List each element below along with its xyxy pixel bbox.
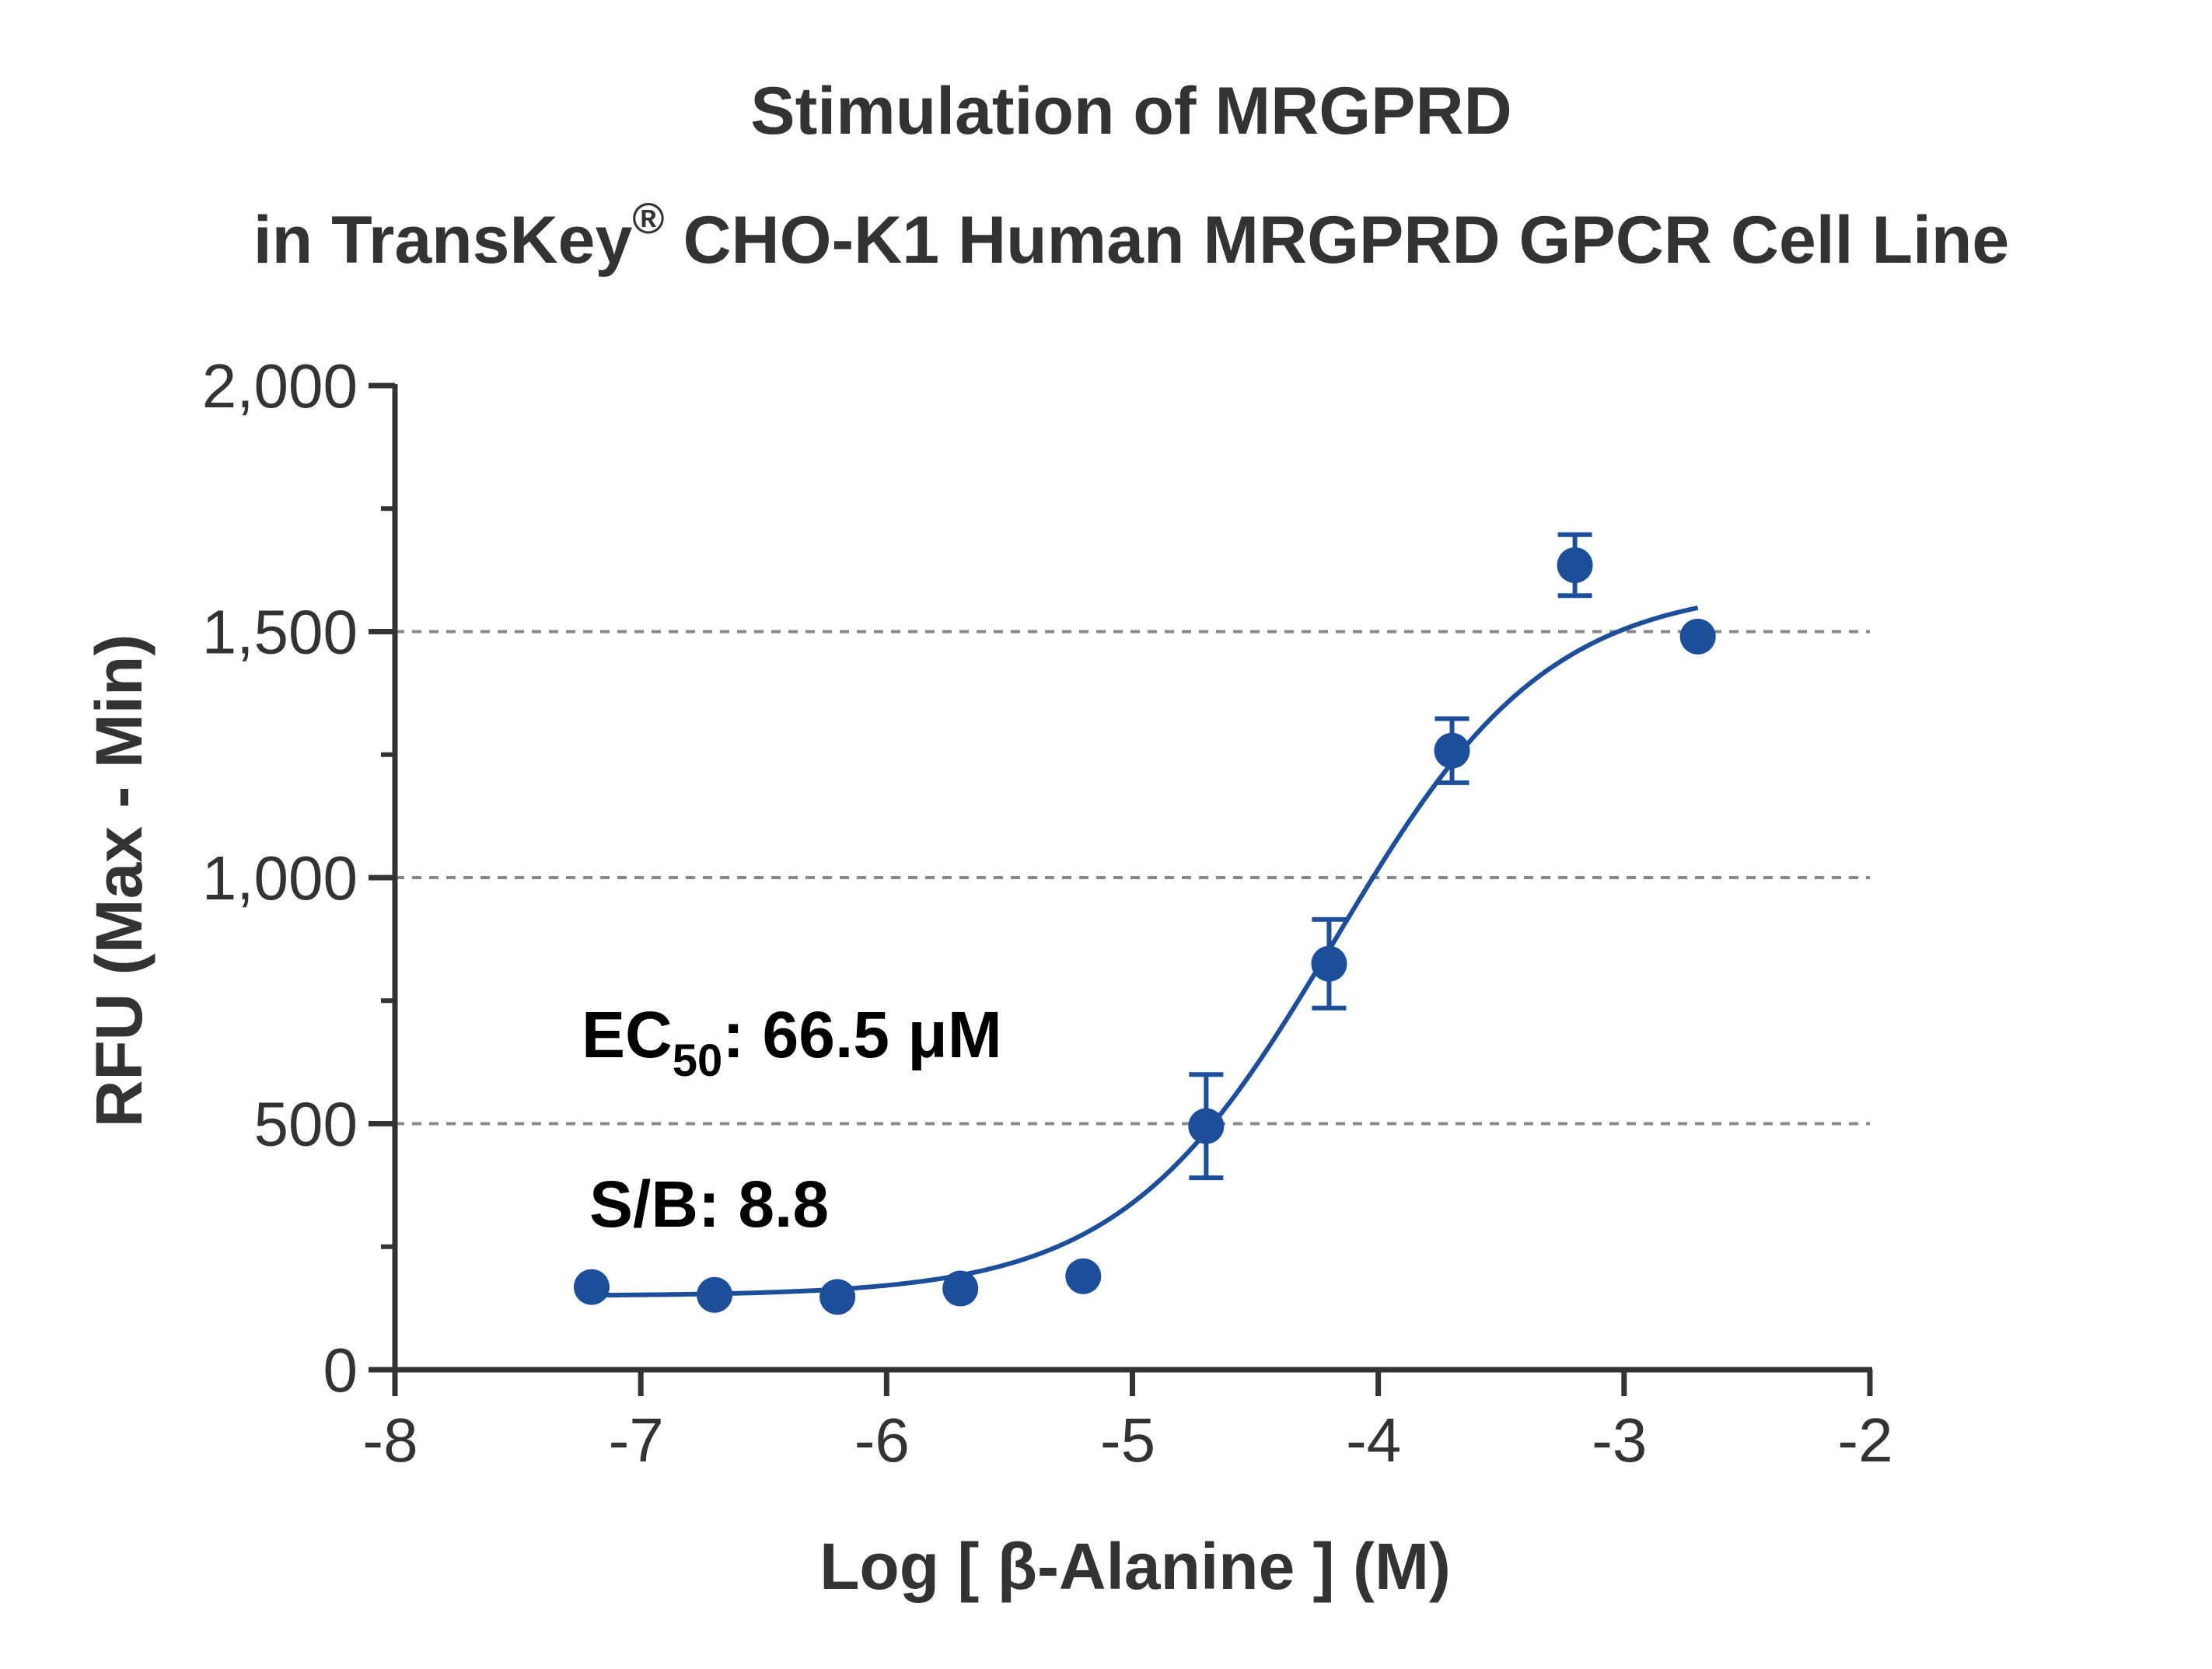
- chart-title-line2-prefix: in TransKey: [253, 203, 633, 278]
- data-point: [697, 1276, 733, 1313]
- x-tick-label: -7: [609, 1405, 664, 1475]
- x-axis-title: Log [ β-Alanine ] (M): [819, 1530, 1451, 1603]
- ec50-subscript: 50: [673, 1035, 723, 1086]
- data-point: [1679, 618, 1716, 655]
- data-point: [942, 1270, 979, 1307]
- x-tick-label: -3: [1592, 1405, 1647, 1475]
- fit-curve: [591, 605, 1699, 1298]
- y-tick-label: 1,500: [202, 598, 358, 667]
- tick-labels-layer: 0 500 1,000 1,500 2,000 -8 -7 -6 -5 -4 -3 -2: [202, 351, 1893, 1475]
- grid-lines: [395, 630, 1870, 1126]
- ec50-value: : 66.5 μM: [722, 998, 1002, 1071]
- y-tick-label: 1,000: [202, 843, 358, 913]
- sb-annotation: S/B: 8.8: [589, 1168, 829, 1241]
- data-point: [573, 1269, 610, 1305]
- y-tick-label: 2,000: [202, 351, 358, 421]
- chart-title-line1: Stimulation of MRGPRD: [750, 74, 1511, 148]
- ec50-annotation: EC50: 66.5 μM: [582, 998, 1002, 1086]
- data-point: [1188, 1108, 1225, 1144]
- x-tick-label: -5: [1100, 1405, 1155, 1475]
- registered-mark: ®: [632, 194, 664, 243]
- axes: [369, 382, 1873, 1396]
- x-tick-label: -2: [1837, 1405, 1892, 1475]
- x-tick-label: -8: [362, 1405, 418, 1475]
- ec50-label: EC: [582, 998, 673, 1071]
- chart-title-line2: in TransKey® CHO-K1 Human MRGPRD GPCR Ce…: [253, 194, 2010, 278]
- data-point: [819, 1279, 856, 1315]
- x-tick-label: -4: [1346, 1405, 1401, 1475]
- x-tick-label: -6: [854, 1405, 910, 1475]
- data-points-layer: [573, 532, 1716, 1315]
- data-point: [1557, 547, 1593, 584]
- y-tick-label: 0: [323, 1336, 358, 1405]
- y-axis-title: RFU (Max - Min): [82, 634, 156, 1128]
- fit-curve-layer: [591, 605, 1699, 1298]
- chart-title-line2-suffix: CHO-K1 Human MRGPRD GPCR Cell Line: [665, 203, 2010, 278]
- data-point: [1434, 732, 1470, 769]
- data-point: [1065, 1258, 1102, 1294]
- y-tick-label: 500: [254, 1090, 358, 1159]
- data-point: [1311, 945, 1347, 982]
